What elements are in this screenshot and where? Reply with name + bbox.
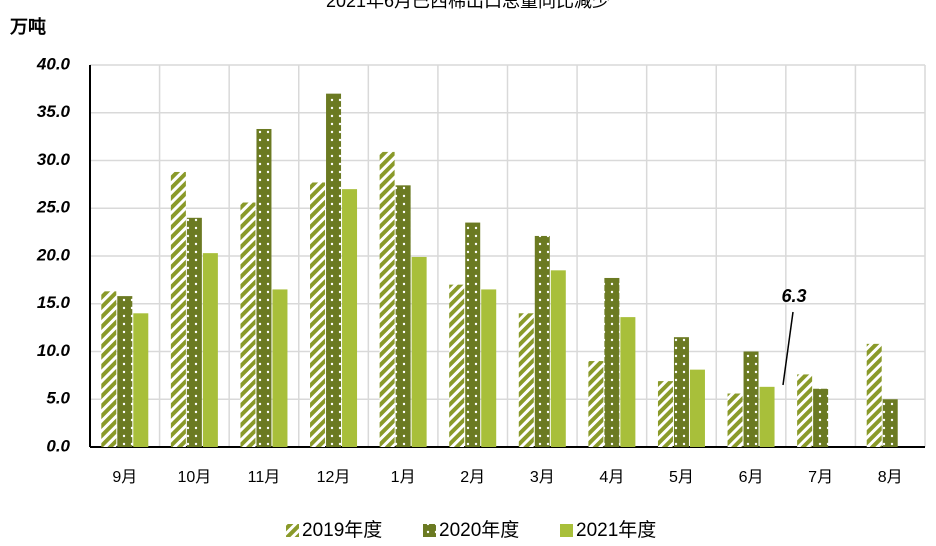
y-tick-label: 0.0: [46, 436, 70, 455]
bar: [186, 217, 202, 447]
legend-swatch: [560, 524, 573, 537]
y-tick-label: 35.0: [37, 102, 71, 121]
bar: [379, 151, 395, 447]
bar: [101, 291, 117, 447]
bar: [117, 296, 133, 447]
bar: [550, 270, 566, 447]
annotation-leader: [782, 311, 794, 386]
bar: [759, 386, 775, 447]
y-tick-label: 30.0: [37, 150, 71, 169]
annotation: 6.3: [781, 286, 806, 306]
y-tick-label: 15.0: [37, 293, 71, 312]
x-tick-label: 1月: [391, 469, 416, 486]
bar: [813, 388, 829, 447]
bar: [588, 361, 604, 447]
bar: [465, 222, 481, 447]
bar: [727, 393, 743, 447]
legend-swatch: [423, 524, 436, 537]
x-tick-label: 4月: [599, 469, 624, 486]
y-axis-label: 万吨: [9, 16, 46, 37]
bar: [449, 284, 465, 447]
bar: [272, 289, 288, 447]
y-tick-label: 5.0: [46, 389, 70, 408]
chart-title: 2021年6月巴西棉出口总量同比减少: [326, 0, 610, 11]
bar: [411, 256, 427, 447]
bar: [518, 313, 534, 447]
bar: [882, 399, 898, 447]
bar: [866, 343, 882, 447]
bar: [673, 337, 689, 447]
y-tick-label: 40.0: [36, 54, 71, 73]
bar: [202, 253, 218, 447]
bar: [133, 313, 149, 447]
bar: [326, 93, 342, 448]
x-tick-label: 9月: [112, 469, 137, 486]
bar: [620, 317, 636, 447]
y-tick-label: 10.0: [37, 341, 71, 360]
bar: [395, 185, 411, 447]
x-tick-label: 11月: [248, 469, 281, 486]
bar: [534, 235, 550, 447]
bar: [743, 351, 759, 447]
bar: [481, 289, 497, 447]
bar: [310, 182, 326, 447]
x-tick-label: 12月: [317, 469, 351, 486]
x-tick-label: 2月: [460, 469, 485, 486]
bar: [657, 381, 673, 447]
x-tick-label: 3月: [530, 469, 555, 486]
bar: [170, 171, 186, 447]
x-tick-label: 7月: [808, 469, 833, 486]
legend-swatch: [286, 524, 299, 537]
bar: [256, 128, 272, 448]
bar: [604, 277, 620, 447]
y-tick-label: 20.0: [36, 245, 71, 264]
legend-label: 2020年度: [439, 519, 519, 541]
x-tick-label: 5月: [669, 469, 694, 486]
bar: [689, 369, 705, 447]
bar: [342, 189, 358, 447]
x-tick-label: 8月: [878, 469, 903, 486]
x-tick-label: 10月: [177, 469, 211, 486]
bar: [797, 374, 813, 447]
y-tick-label: 25.0: [36, 198, 71, 217]
legend-label: 2019年度: [302, 519, 382, 541]
legend-label: 2021年度: [576, 519, 656, 541]
x-tick-label: 6月: [739, 469, 764, 486]
bar: [240, 202, 256, 447]
